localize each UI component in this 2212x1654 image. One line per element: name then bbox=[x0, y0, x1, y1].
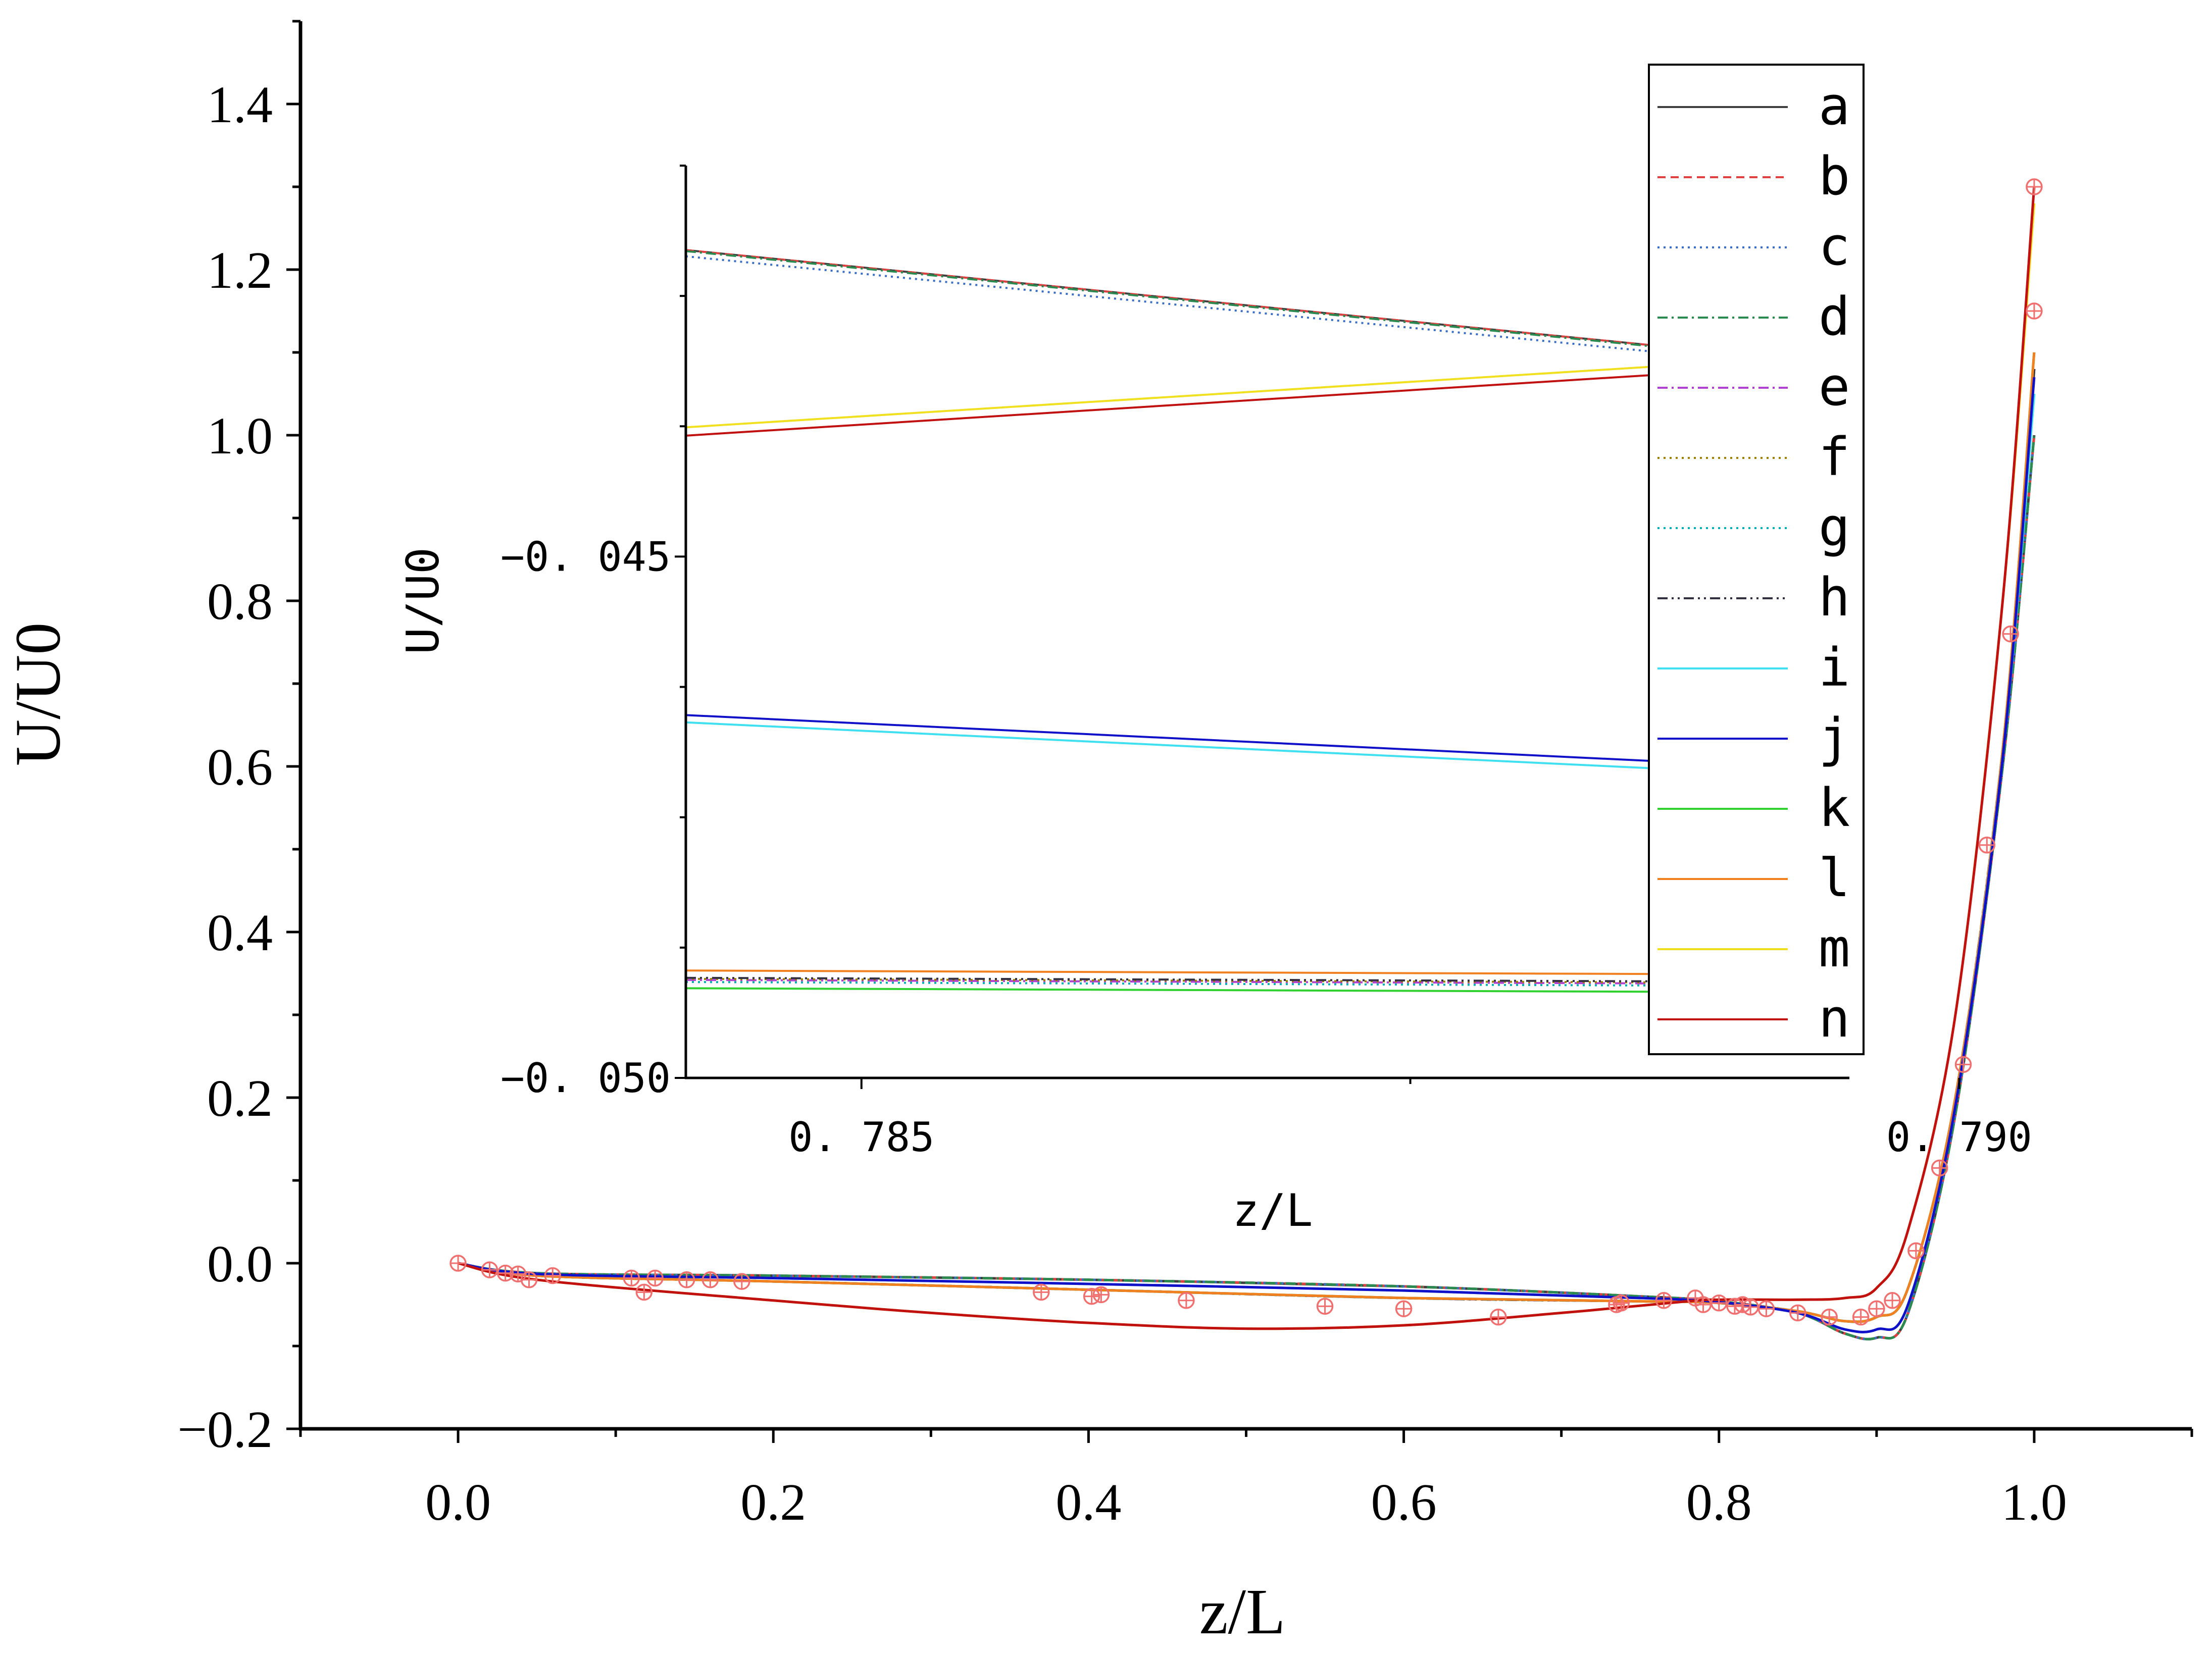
inset-x-axis-title: z/L bbox=[1233, 1184, 1313, 1236]
main-x-axis-title: z/L bbox=[1199, 1576, 1286, 1647]
main-plot: −0.2 0.0 0.2 0.4 0.6 0.8 1.0 1.2 1.4 0.0 0.2 0.4 0.6… bbox=[2, 20, 2193, 1647]
legend-entry-l: l bbox=[1657, 847, 1850, 909]
main-x-tick-label: 0.6 bbox=[1371, 1473, 1437, 1531]
inset-x-tick-label: 0. 790 bbox=[1886, 1114, 2032, 1161]
inset-series-line-h bbox=[685, 976, 1850, 984]
legend-label: g bbox=[1819, 496, 1850, 558]
data-marker bbox=[1694, 1296, 1712, 1313]
data-marker bbox=[1395, 1300, 1413, 1317]
legend-entry-a: a bbox=[1657, 75, 1850, 137]
legend-entry-m: m bbox=[1657, 917, 1850, 979]
data-marker bbox=[1954, 1056, 1972, 1073]
inset-axes: −0. 050 −0. 045 0. 785 0. 790 bbox=[500, 165, 2032, 1161]
legend-label: m bbox=[1819, 917, 1850, 979]
legend-label: e bbox=[1819, 356, 1850, 418]
main-x-tick-label: 0.4 bbox=[1055, 1473, 1121, 1531]
data-marker bbox=[1907, 1242, 1925, 1260]
data-marker bbox=[1931, 1159, 1948, 1177]
data-marker bbox=[2002, 625, 2019, 643]
legend-entry-i: i bbox=[1657, 637, 1850, 698]
main-y-tick-label: 1.0 bbox=[207, 407, 273, 465]
legend-entry-c: c bbox=[1657, 216, 1850, 277]
main-y-tick-label: 0.0 bbox=[207, 1235, 273, 1293]
data-marker bbox=[1757, 1300, 1775, 1317]
data-marker bbox=[733, 1273, 750, 1290]
data-marker bbox=[678, 1271, 695, 1288]
data-marker bbox=[1852, 1308, 1870, 1326]
legend-entry-g: g bbox=[1657, 496, 1850, 558]
legend-label: j bbox=[1819, 707, 1850, 768]
data-marker bbox=[701, 1271, 719, 1288]
legend-label: i bbox=[1819, 637, 1850, 698]
data-marker bbox=[520, 1271, 538, 1288]
legend-label: d bbox=[1819, 286, 1850, 347]
data-marker bbox=[623, 1269, 640, 1287]
main-x-tick-label: 0.0 bbox=[425, 1473, 491, 1531]
data-marker bbox=[1178, 1292, 1195, 1309]
inset-y-axis-title: U/U0 bbox=[397, 547, 449, 654]
inset-y-tick-label: −0. 050 bbox=[500, 1055, 671, 1102]
data-marker bbox=[1490, 1308, 1507, 1326]
legend-label: k bbox=[1819, 777, 1850, 839]
legend-entry-j: j bbox=[1657, 707, 1850, 768]
legend-entry-b: b bbox=[1657, 145, 1850, 207]
legend-label: n bbox=[1819, 988, 1850, 1049]
legend-label: h bbox=[1819, 566, 1850, 628]
main-axes: −0.2 0.0 0.2 0.4 0.6 0.8 1.0 1.2 1.4 0.0 0.2 0.4 0.6… bbox=[177, 20, 2193, 1531]
inset-y-tick-label: −0. 045 bbox=[500, 533, 671, 580]
data-marker bbox=[646, 1269, 664, 1287]
legend-label: b bbox=[1819, 145, 1850, 207]
legend-entry-k: k bbox=[1657, 777, 1850, 839]
main-x-tick-label: 0.2 bbox=[740, 1473, 806, 1531]
main-markers-group bbox=[449, 178, 2043, 1326]
main-y-tick-label: 0.8 bbox=[207, 573, 273, 631]
main-y-tick-label: −0.2 bbox=[177, 1401, 273, 1459]
legend-entry-d: d bbox=[1657, 286, 1850, 347]
main-y-tick-label: 1.2 bbox=[207, 241, 273, 299]
data-marker bbox=[1978, 837, 1996, 854]
inset-series-line-c bbox=[685, 255, 1850, 372]
main-series-line-n bbox=[458, 186, 2036, 1330]
inset-x-tick-label: 0. 785 bbox=[788, 1114, 934, 1161]
data-marker bbox=[1711, 1294, 1728, 1312]
data-marker bbox=[1613, 1294, 1630, 1312]
data-marker bbox=[1789, 1304, 1806, 1322]
main-y-axis-title: U/U0 bbox=[2, 623, 74, 766]
main-y-tick-label: 0.6 bbox=[207, 738, 273, 796]
data-marker bbox=[1742, 1299, 1759, 1316]
data-marker bbox=[2026, 302, 2043, 320]
data-marker bbox=[1092, 1286, 1110, 1304]
data-marker bbox=[2026, 178, 2043, 195]
data-marker bbox=[1655, 1292, 1673, 1309]
data-marker bbox=[1316, 1298, 1334, 1315]
legend-box bbox=[1648, 64, 1865, 1055]
legend-entry-h: h bbox=[1657, 566, 1850, 628]
legend-label: a bbox=[1819, 75, 1850, 137]
main-y-tick-label: 1.4 bbox=[207, 76, 273, 134]
data-marker bbox=[1083, 1287, 1100, 1305]
data-marker bbox=[481, 1261, 498, 1278]
main-x-tick-label: 0.8 bbox=[1686, 1473, 1752, 1531]
data-marker bbox=[1884, 1292, 1901, 1309]
data-marker bbox=[1868, 1300, 1885, 1317]
legend-label: l bbox=[1819, 847, 1850, 909]
data-marker bbox=[449, 1255, 467, 1272]
main-x-tick-label: 1.0 bbox=[2001, 1473, 2067, 1531]
data-marker bbox=[1821, 1308, 1838, 1326]
legend-entry-n: n bbox=[1657, 988, 1850, 1049]
data-marker bbox=[635, 1283, 653, 1301]
data-marker bbox=[1033, 1283, 1050, 1301]
legend-label: f bbox=[1819, 426, 1850, 488]
legend-entry-e: e bbox=[1657, 356, 1850, 418]
data-marker bbox=[544, 1267, 562, 1284]
legend-label: c bbox=[1819, 216, 1850, 277]
main-y-tick-label: 0.2 bbox=[207, 1069, 273, 1127]
main-y-tick-label: 0.4 bbox=[207, 904, 273, 962]
legend-entry-f: f bbox=[1657, 426, 1850, 488]
